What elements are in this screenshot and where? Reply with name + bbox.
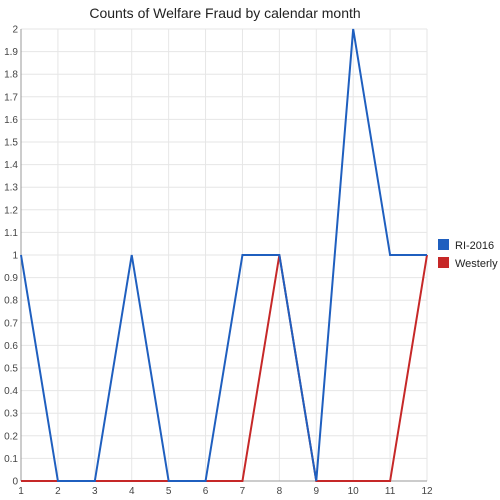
- chart-title: Counts of Welfare Fraud by calendar mont…: [89, 5, 360, 21]
- y-tick-label: 0.3: [4, 409, 18, 420]
- series-line-ri-2016: [20, 28, 427, 482]
- y-tick-label: 1.2: [4, 205, 18, 216]
- x-tick-label: 7: [240, 486, 246, 497]
- legend-swatch: [438, 239, 449, 250]
- y-tick-label: 1.5: [4, 138, 18, 149]
- legend-label: RI-2016: [455, 240, 494, 252]
- y-tick-label: 1.6: [4, 115, 18, 126]
- x-axis-ticks: 1 2 3 4 5 6 7 8 9 10 11 12: [18, 486, 433, 497]
- y-axis-ticks: 0 0.1 0.2 0.3 0.4 0.5 0.6 0.7 0.8 0.9 1 1.1 1.2 1.3 1.…: [4, 25, 18, 488]
- y-tick-label: 0.4: [4, 386, 18, 397]
- x-tick-label: 12: [421, 486, 433, 497]
- x-tick-label: 1: [18, 486, 24, 497]
- y-tick-label: 1.1: [4, 228, 18, 239]
- x-tick-label: 3: [92, 486, 98, 497]
- y-tick-label: 0: [12, 477, 18, 488]
- y-tick-label: 0.5: [4, 364, 18, 375]
- legend-label: Westerly: [455, 258, 498, 270]
- x-tick-label: 11: [385, 486, 396, 497]
- x-tick-label: 2: [55, 486, 61, 497]
- x-tick-label: 4: [129, 486, 135, 497]
- y-tick-label: 1.3: [4, 183, 18, 194]
- y-tick-label: 0.6: [4, 341, 18, 352]
- x-tick-label: 8: [277, 486, 283, 497]
- x-tick-label: 10: [348, 486, 360, 497]
- x-tick-label: 5: [166, 486, 172, 497]
- y-tick-label: 1.9: [4, 47, 18, 58]
- y-tick-label: 2: [12, 25, 18, 36]
- grid: [20, 28, 428, 482]
- y-tick-label: 1.4: [4, 160, 18, 171]
- y-tick-label: 1: [12, 251, 18, 262]
- y-tick-label: 0.8: [4, 296, 18, 307]
- y-tick-label: 0.7: [4, 318, 18, 329]
- y-tick-label: 1.7: [4, 92, 18, 103]
- y-tick-label: 1.8: [4, 70, 18, 81]
- y-tick-label: 0.1: [4, 454, 18, 465]
- legend-swatch: [438, 257, 449, 268]
- y-tick-label: 0.2: [4, 431, 18, 442]
- series-lines: [20, 28, 428, 482]
- y-tick-label: 0.9: [4, 273, 18, 284]
- x-tick-label: 9: [313, 486, 319, 497]
- legend: RI-2016 Westerly: [438, 239, 498, 270]
- x-tick-label: 6: [203, 486, 209, 497]
